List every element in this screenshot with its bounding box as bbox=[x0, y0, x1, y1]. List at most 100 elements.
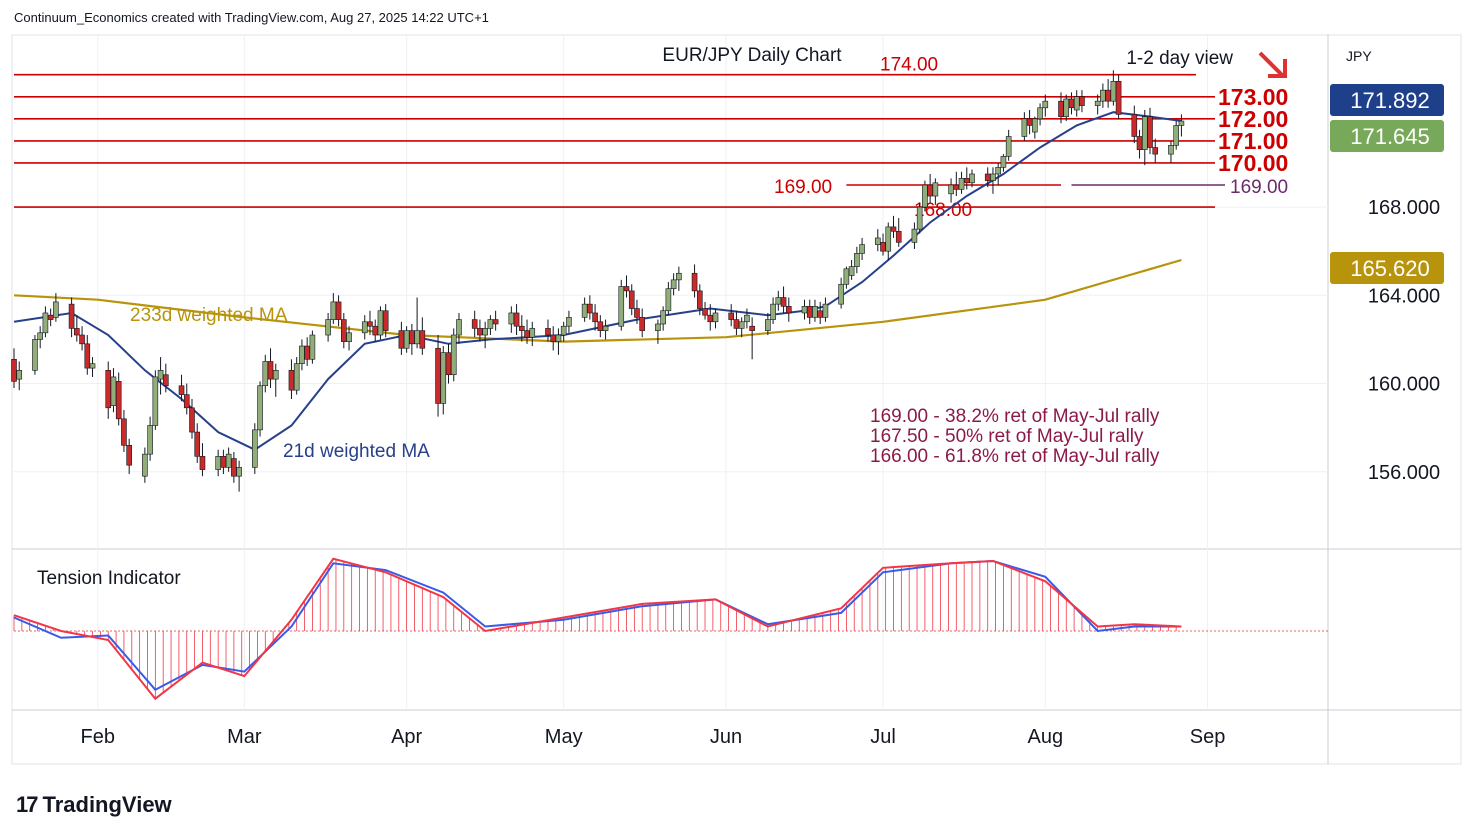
candle-body bbox=[267, 361, 274, 380]
candle bbox=[115, 372, 122, 426]
candle bbox=[1105, 79, 1111, 108]
candle-body bbox=[414, 330, 420, 345]
candle-body bbox=[199, 456, 206, 470]
candle bbox=[361, 315, 368, 340]
candle bbox=[189, 398, 195, 439]
candle bbox=[738, 317, 745, 338]
candle-body bbox=[1141, 116, 1148, 151]
chart-subtitle: 1-2 day view bbox=[1126, 48, 1233, 69]
tradingview-logo[interactable]: 17 TradingView bbox=[16, 790, 172, 820]
candle-body bbox=[419, 330, 426, 349]
x-tick-label: Apr bbox=[391, 726, 422, 748]
candle-body bbox=[84, 343, 91, 369]
candle-body bbox=[958, 178, 965, 190]
chart-attribution: Continuum_Economics created with Trading… bbox=[14, 10, 489, 25]
candle-body bbox=[623, 286, 630, 292]
candle-body bbox=[335, 301, 342, 320]
candle-body bbox=[262, 361, 269, 387]
level-label-169-right: 169.00 bbox=[1230, 177, 1288, 198]
candle bbox=[843, 266, 850, 289]
candle bbox=[1073, 90, 1080, 117]
candle bbox=[225, 447, 232, 472]
price-badge: 165.620 bbox=[1330, 252, 1444, 284]
candle bbox=[178, 374, 185, 402]
candle bbox=[728, 304, 735, 327]
candle-body bbox=[885, 226, 892, 252]
candle-body bbox=[382, 310, 389, 331]
candle bbox=[482, 321, 488, 349]
candle-body bbox=[995, 167, 1001, 175]
candle-body bbox=[142, 453, 148, 477]
candle bbox=[1068, 92, 1075, 115]
candle-body bbox=[450, 334, 457, 376]
candle-body bbox=[806, 306, 813, 318]
eurjpy-chart[interactable]: 156.000 160.000 164.000 168.000 Feb Mar Apr May… bbox=[0, 0, 1474, 790]
candle bbox=[346, 326, 352, 351]
y-tick-label: 160.000 bbox=[1368, 374, 1440, 396]
candle bbox=[1037, 103, 1043, 126]
candle bbox=[450, 328, 457, 382]
candle-body bbox=[660, 310, 666, 325]
candle-body bbox=[696, 290, 703, 309]
candle-body bbox=[602, 325, 609, 331]
candle bbox=[1042, 94, 1049, 117]
level-label-174: 174.00 bbox=[880, 55, 938, 76]
price-badge: 171.892 bbox=[1330, 84, 1444, 116]
candle-body bbox=[953, 184, 960, 190]
candle bbox=[922, 180, 928, 212]
candle-body bbox=[105, 370, 112, 409]
candle-body bbox=[367, 321, 373, 327]
candle bbox=[445, 343, 452, 384]
candle-body bbox=[628, 290, 635, 309]
tension-indicator-title: Tension Indicator bbox=[37, 568, 181, 589]
candle bbox=[409, 323, 415, 355]
tradingview-logo-icon: 17 bbox=[16, 792, 39, 817]
candle bbox=[995, 162, 1001, 186]
candle-body bbox=[775, 297, 782, 305]
candle bbox=[293, 357, 300, 395]
candle bbox=[822, 297, 829, 322]
candle bbox=[152, 370, 159, 430]
candle-body bbox=[712, 312, 719, 323]
candle-body bbox=[874, 237, 881, 245]
candle bbox=[471, 310, 478, 338]
candle-body bbox=[984, 173, 991, 181]
candle bbox=[252, 423, 258, 474]
candle-body bbox=[231, 458, 237, 477]
candle bbox=[859, 237, 865, 261]
candle bbox=[89, 357, 96, 377]
candle-body bbox=[519, 325, 525, 331]
candle bbox=[110, 368, 117, 413]
candle bbox=[801, 299, 808, 320]
candle-body bbox=[1168, 145, 1174, 155]
candle bbox=[121, 410, 127, 452]
level-label-168: 168.00 bbox=[914, 200, 972, 221]
candle-body bbox=[1131, 114, 1138, 137]
candle bbox=[1000, 154, 1007, 172]
candle bbox=[335, 295, 342, 327]
candle-body bbox=[189, 407, 195, 433]
candle-body bbox=[911, 228, 918, 243]
candle bbox=[492, 310, 499, 331]
candle-body bbox=[409, 330, 415, 345]
candle bbox=[958, 171, 965, 194]
candle bbox=[1131, 105, 1138, 144]
x-tick-label: Jun bbox=[710, 726, 742, 748]
candle bbox=[545, 319, 551, 342]
candle-body bbox=[178, 385, 185, 395]
candle bbox=[1032, 116, 1038, 139]
candle bbox=[419, 317, 426, 355]
candle-body bbox=[110, 376, 117, 406]
candle-body bbox=[11, 358, 17, 382]
candle-body bbox=[68, 303, 75, 329]
candle-body bbox=[969, 173, 975, 184]
candle bbox=[854, 246, 860, 274]
candle bbox=[84, 335, 91, 375]
candle-body bbox=[183, 394, 190, 409]
candle-body bbox=[372, 325, 379, 336]
candle bbox=[990, 167, 996, 194]
candle bbox=[744, 308, 750, 329]
candle bbox=[325, 312, 331, 342]
candle-body bbox=[838, 283, 844, 305]
